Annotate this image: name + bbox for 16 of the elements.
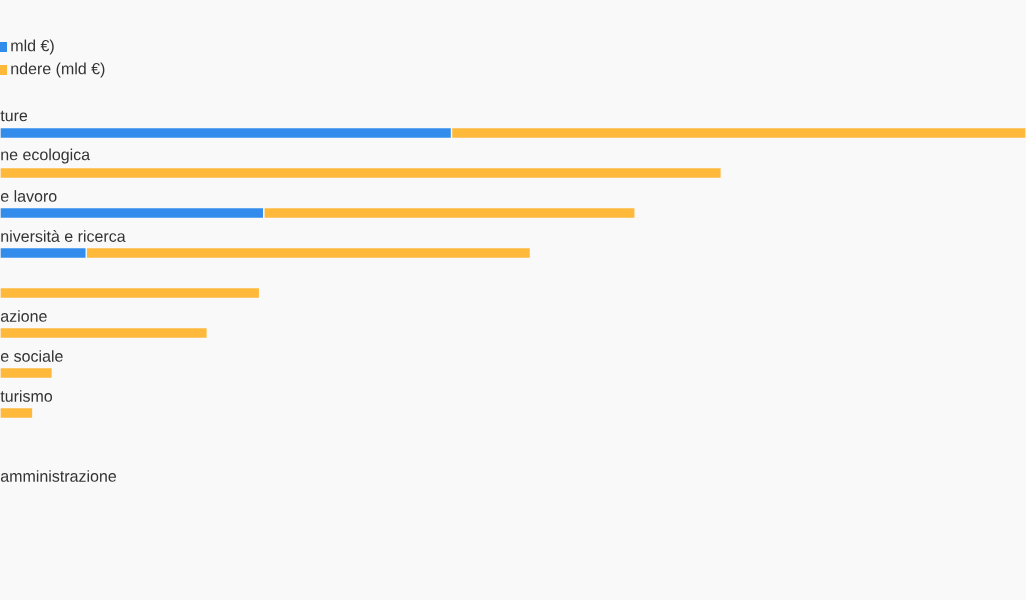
y-tick-label: ture: [0, 110, 28, 122]
bar: [0, 286, 261, 300]
y-tick-label: e sociale: [0, 350, 63, 362]
y-tick-label: ne ecologica: [1, 148, 91, 164]
y-tick-label: azione: [0, 310, 47, 322]
y-tick-label: e lavoro: [0, 190, 57, 202]
y-tick-label: turismo: [0, 390, 53, 402]
bar: [263, 206, 636, 220]
bar: [0, 166, 722, 180]
bar: [0, 326, 208, 340]
bar: [450, 126, 1026, 140]
y-tick-label: niversità e ricerca: [1, 230, 126, 242]
legend-label: ndere (mld €): [11, 62, 105, 78]
bar: [85, 246, 532, 260]
legend-label: mld €): [11, 39, 54, 55]
y-tick-label: amministrazione: [0, 470, 117, 482]
